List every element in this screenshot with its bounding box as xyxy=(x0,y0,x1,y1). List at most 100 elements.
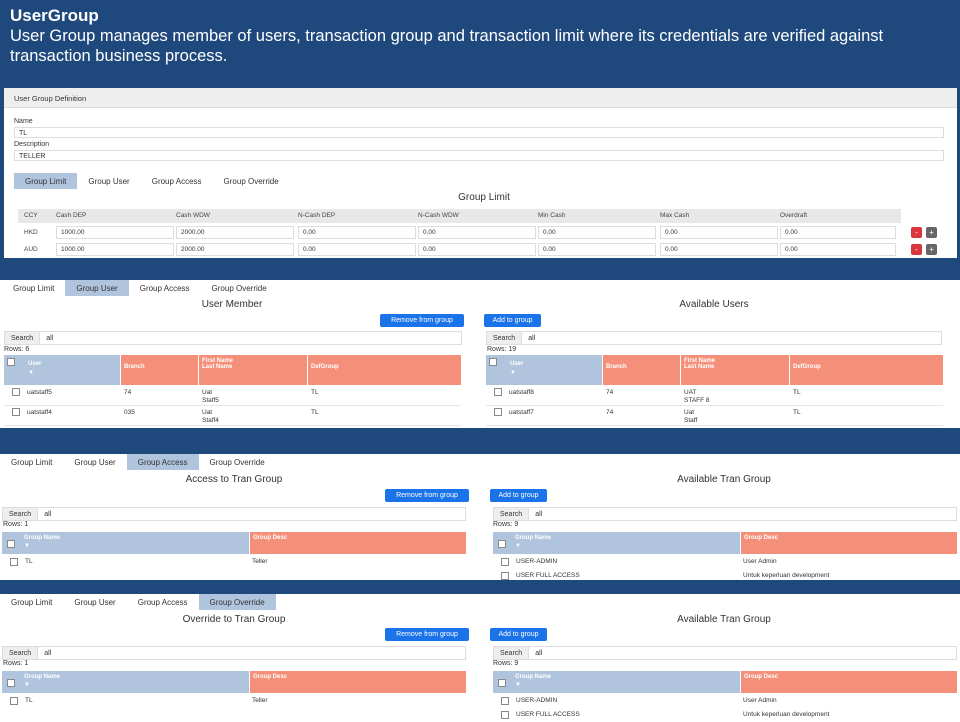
col-group-desc[interactable]: Group Desc xyxy=(250,671,466,693)
name-field[interactable]: TL xyxy=(14,127,944,138)
table-row[interactable]: USER FULL ACCESS Untuk keperluan developm… xyxy=(493,709,957,722)
cell-last-name: Staff5 xyxy=(202,397,219,404)
col-defgroup[interactable]: DefGroup xyxy=(790,355,943,385)
remove-row-button[interactable]: - xyxy=(911,244,922,255)
limit-input[interactable]: 0.00 xyxy=(660,243,778,256)
col-group-name[interactable]: Group Name ▼ xyxy=(493,671,740,693)
row-checkbox[interactable] xyxy=(494,408,502,416)
tab-group-user[interactable]: Group User xyxy=(88,176,130,186)
col-group-desc[interactable]: Group Desc xyxy=(250,532,466,554)
search-input[interactable]: all xyxy=(44,649,52,657)
description-field[interactable]: TELLER xyxy=(14,150,944,161)
add-to-group-button[interactable]: Add to group xyxy=(484,314,541,327)
row-checkbox[interactable] xyxy=(501,558,509,566)
table-row[interactable]: uatstaff5 74 Uat Staff5 TL xyxy=(4,386,461,406)
row-checkbox[interactable] xyxy=(10,697,18,705)
table-row[interactable]: USER-ADMIN User Admin xyxy=(493,695,957,708)
remove-row-button[interactable]: - xyxy=(911,227,922,238)
add-to-group-button[interactable]: Add to group xyxy=(490,489,547,502)
table-row[interactable]: uatstaff4 035 Uat Staff4 TL xyxy=(4,406,461,426)
col-user[interactable]: User ▼ xyxy=(486,355,602,385)
sort-icon: ▼ xyxy=(515,682,521,688)
tab-group-override[interactable]: Group Override xyxy=(211,283,267,293)
cell-defgroup: TL xyxy=(311,389,319,396)
select-all-checkbox[interactable] xyxy=(7,358,15,366)
limit-input[interactable]: 0.00 xyxy=(780,243,896,256)
tab-group-access[interactable]: Group Access xyxy=(151,176,202,186)
remove-from-group-button[interactable]: Remove from group xyxy=(385,489,469,502)
tab-group-limit[interactable]: Group Limit xyxy=(11,457,53,467)
tab-group-access[interactable]: Group Access xyxy=(126,454,199,470)
row-checkbox[interactable] xyxy=(501,572,509,580)
remove-from-group-button[interactable]: Remove from group xyxy=(385,628,469,641)
col-group-name[interactable]: Group Name ▼ xyxy=(2,532,249,554)
col-group-name[interactable]: Group Name ▼ xyxy=(493,532,740,554)
tab-group-limit[interactable]: Group Limit xyxy=(13,283,55,293)
limit-input[interactable]: 1000.00 xyxy=(56,226,174,239)
limit-input[interactable]: 0.00 xyxy=(298,243,416,256)
table-row[interactable]: uatstaff7 74 Uat Staff TL xyxy=(486,406,943,426)
col-defgroup[interactable]: DefGroup xyxy=(308,355,461,385)
tab-group-user[interactable]: Group User xyxy=(65,280,129,296)
limit-input[interactable]: 0.00 xyxy=(780,226,896,239)
row-checkbox[interactable] xyxy=(501,697,509,705)
col-group-desc[interactable]: Group Desc xyxy=(741,671,957,693)
tab-group-override[interactable]: Group Override xyxy=(198,594,276,610)
select-all-checkbox[interactable] xyxy=(7,679,15,687)
col-group-name[interactable]: Group Name ▼ xyxy=(2,671,249,693)
select-all-checkbox[interactable] xyxy=(489,358,497,366)
col-name[interactable]: First Name Last Name xyxy=(199,355,307,385)
tab-group-override[interactable]: Group Override xyxy=(209,457,265,467)
limit-input[interactable]: 0.00 xyxy=(418,226,536,239)
add-row-button[interactable]: + xyxy=(926,227,937,238)
cell-last-name: STAFF 8 xyxy=(684,397,710,404)
cell-group-desc: Untuk keperluan development xyxy=(743,711,830,718)
col-name[interactable]: First Name Last Name xyxy=(681,355,789,385)
table-row[interactable]: TL Teller xyxy=(2,695,466,708)
row-checkbox[interactable] xyxy=(494,388,502,396)
cell-first-name: Uat xyxy=(202,389,213,396)
row-checkbox[interactable] xyxy=(12,408,20,416)
tab-group-limit[interactable]: Group Limit xyxy=(14,173,78,189)
limit-input[interactable]: 0.00 xyxy=(538,243,656,256)
ccy-label: AUD xyxy=(24,246,38,253)
limit-input[interactable]: 2000.00 xyxy=(176,243,294,256)
table-row[interactable]: USER FULL ACCESS Untuk keperluan developm… xyxy=(493,570,957,583)
search-input[interactable]: all xyxy=(44,510,52,518)
col-branch[interactable]: Branch xyxy=(121,355,198,385)
add-to-group-button[interactable]: Add to group xyxy=(490,628,547,641)
limit-input[interactable]: 2000.00 xyxy=(176,226,294,239)
tab-group-user[interactable]: Group User xyxy=(74,457,116,467)
limit-input[interactable]: 0.00 xyxy=(418,243,536,256)
search-input[interactable]: all xyxy=(535,649,543,657)
search-input[interactable]: all xyxy=(528,334,536,342)
tab-group-access[interactable]: Group Access xyxy=(137,597,188,607)
member-table-header: User ▼ Branch First Name Last Name DefGrou… xyxy=(4,355,461,385)
limit-input[interactable]: 1000.00 xyxy=(56,243,174,256)
select-all-checkbox[interactable] xyxy=(498,540,506,548)
tab-group-user[interactable]: Group User xyxy=(74,597,116,607)
select-all-checkbox[interactable] xyxy=(7,540,15,548)
tab-group-limit[interactable]: Group Limit xyxy=(11,597,53,607)
search-input[interactable]: all xyxy=(535,510,543,518)
limit-input[interactable]: 0.00 xyxy=(538,226,656,239)
search-input[interactable]: all xyxy=(46,334,54,342)
select-all-checkbox[interactable] xyxy=(498,679,506,687)
tab-bar: Group Limit Group User Group Access Grou… xyxy=(2,280,278,296)
tab-group-override[interactable]: Group Override xyxy=(223,176,279,186)
add-row-button[interactable]: + xyxy=(926,244,937,255)
tab-group-access[interactable]: Group Access xyxy=(139,283,190,293)
cell-branch: 74 xyxy=(606,409,614,416)
row-checkbox[interactable] xyxy=(501,711,509,719)
col-branch[interactable]: Branch xyxy=(603,355,680,385)
limit-input[interactable]: 0.00 xyxy=(660,226,778,239)
table-row[interactable]: USER-ADMIN User Admin xyxy=(493,556,957,569)
col-user[interactable]: User ▼ xyxy=(4,355,120,385)
table-row[interactable]: uatstaff8 74 UAT STAFF 8 TL xyxy=(486,386,943,406)
limit-input[interactable]: 0.00 xyxy=(298,226,416,239)
row-checkbox[interactable] xyxy=(12,388,20,396)
col-group-desc[interactable]: Group Desc xyxy=(741,532,957,554)
table-row[interactable]: TL Teller xyxy=(2,556,466,569)
remove-from-group-button[interactable]: Remove from group xyxy=(380,314,464,327)
row-checkbox[interactable] xyxy=(10,558,18,566)
